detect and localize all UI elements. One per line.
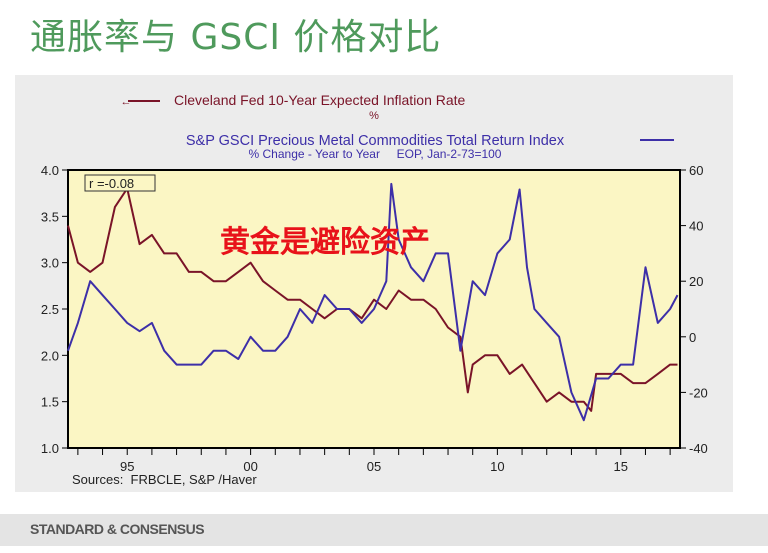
y-left-tick-label: 3.0: [41, 256, 59, 271]
legend-left-arrowhead: ←: [121, 96, 132, 108]
y-right-tick-label: -20: [689, 385, 708, 400]
y-left-tick-label: 2.5: [41, 302, 59, 317]
correlation-label: r =-0.08: [89, 176, 134, 191]
y-right-tick-label: -40: [689, 441, 708, 456]
gsci-series-line: [67, 182, 679, 422]
y-left-tick-label: 4.0: [41, 163, 59, 178]
y-right-tick-label: 20: [689, 274, 703, 289]
x-tick-label: 15: [614, 459, 628, 474]
x-tick-label: 00: [243, 459, 257, 474]
y-right-tick-label: 0: [689, 330, 696, 345]
x-tick-label: 10: [490, 459, 504, 474]
x-tick-label: 05: [367, 459, 381, 474]
legend-right-series: S&P GSCI Precious Metal Commodities Tota…: [186, 133, 565, 149]
x-tick-label: 95: [120, 459, 134, 474]
page-title: 通胀率与 GSCI 价格对比: [30, 17, 442, 58]
y-right-tick-label: 60: [689, 163, 703, 178]
y-left-tick-label: 1.5: [41, 395, 59, 410]
legend-right-unit: % Change - Year to Year EOP, Jan-2-73=10…: [249, 147, 502, 161]
y-left-tick-label: 3.5: [41, 209, 59, 224]
footer-brand: STANDARD & CONSENSUS: [30, 521, 205, 537]
y-left-tick-label: 2.0: [41, 348, 59, 363]
legend-left-series: Cleveland Fed 10-Year Expected Inflation…: [174, 92, 466, 108]
source-note: Sources: FRBCLE, S&P /Haver: [72, 472, 257, 487]
inflation-series-line: [67, 187, 678, 412]
overlay-annotation: 黄金是避险资产: [220, 225, 430, 260]
correlation-box: [84, 174, 156, 192]
y-left-tick-label: 1.0: [41, 441, 59, 456]
footer-bar: STANDARD & CONSENSUS: [0, 514, 768, 546]
legend-left-unit: %: [369, 110, 379, 122]
y-right-tick-label: 40: [689, 219, 703, 234]
